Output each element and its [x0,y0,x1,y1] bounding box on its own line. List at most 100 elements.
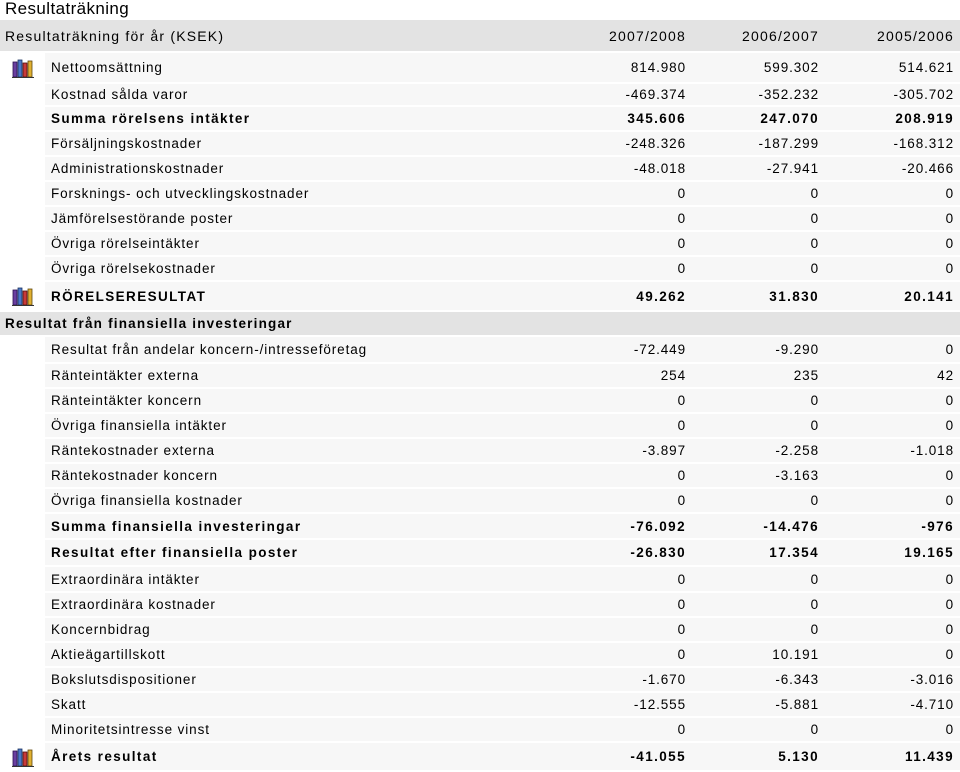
row-icon-cell[interactable] [0,52,45,83]
row-value: -168.312 [825,131,960,156]
year-column-header: 2005/2006 [825,20,960,52]
row-value: 11.439 [825,742,960,771]
year-column-header: 2007/2008 [495,20,692,52]
table-row: Resultat från andelar koncern-/intressef… [0,336,960,363]
table-body: Nettoomsättning 814.980 599.302 514.621 Kost… [0,52,960,771]
table-row: Nettoomsättning 814.980 599.302 514.621 [0,52,960,83]
row-icon-cell [0,513,45,539]
row-label: Aktieägartillskott [45,642,495,667]
table-row: Övriga rörelseintäkter 0 0 0 [0,231,960,256]
row-icon-cell [0,413,45,438]
table-row: Räntekostnader externa -3.897 -2.258 -1.018 [0,438,960,463]
row-value: 0 [495,566,692,592]
row-label: Resultat efter finansiella poster [45,539,495,566]
row-label: Koncernbidrag [45,617,495,642]
row-icon-cell [0,336,45,363]
row-value: 0 [495,256,692,281]
row-value: -976 [825,513,960,539]
row-icon-cell [0,463,45,488]
row-value: -9.290 [692,336,825,363]
row-label: RÖRELSERESULTAT [45,281,495,311]
row-value: 31.830 [692,281,825,311]
table-row: RÖRELSERESULTAT 49.262 31.830 20.141 [0,281,960,311]
section-header-row: Resultat från finansiella investeringar [0,311,960,336]
row-icon-cell [0,181,45,206]
row-value: -76.092 [495,513,692,539]
row-icon-cell [0,83,45,106]
row-label: Övriga rörelsekostnader [45,256,495,281]
row-value: 5.130 [692,742,825,771]
row-value: -305.702 [825,83,960,106]
row-value: -20.466 [825,156,960,181]
book-chart-icon[interactable] [12,748,34,767]
row-value: 0 [825,463,960,488]
table-row: Koncernbidrag 0 0 0 [0,617,960,642]
row-label: Extraordinära kostnader [45,592,495,617]
row-label: Minoritetsintresse vinst [45,717,495,742]
row-label: Försäljningskostnader [45,131,495,156]
row-value: -26.830 [495,539,692,566]
table-header-title: Resultaträkning för år (KSEK) [0,20,495,52]
row-value: 42 [825,363,960,388]
table-row: Övriga finansiella intäkter 0 0 0 [0,413,960,438]
row-label: Skatt [45,692,495,717]
table-row: Övriga finansiella kostnader 0 0 0 [0,488,960,513]
row-label: Bokslutsdispositioner [45,667,495,692]
row-value: 254 [495,363,692,388]
row-value: 0 [692,566,825,592]
row-value: 0 [825,717,960,742]
table-row: Skatt -12.555 -5.881 -4.710 [0,692,960,717]
row-icon-cell[interactable] [0,281,45,311]
row-value: 0 [825,206,960,231]
book-chart-icon[interactable] [12,287,34,306]
row-value: 0 [495,642,692,667]
row-value: 0 [495,388,692,413]
book-chart-icon[interactable] [12,59,34,78]
row-value: -5.881 [692,692,825,717]
row-label: Resultat från andelar koncern-/intressef… [45,336,495,363]
row-icon-cell [0,363,45,388]
row-value: -3.163 [692,463,825,488]
row-label: Räntekostnader koncern [45,463,495,488]
row-label: Ränteintäkter externa [45,363,495,388]
row-value: 0 [495,181,692,206]
table-row: Summa finansiella investeringar -76.092 -1… [0,513,960,539]
table-row: Jämförelsestörande poster 0 0 0 [0,206,960,231]
table-row: Resultat efter finansiella poster -26.830… [0,539,960,566]
row-value: 0 [692,256,825,281]
row-value: 0 [825,566,960,592]
row-value: -41.055 [495,742,692,771]
row-value: 20.141 [825,281,960,311]
row-value: -3.897 [495,438,692,463]
row-icon-cell [0,617,45,642]
table-row: Kostnad sålda varor -469.374 -352.232 -305.… [0,83,960,106]
row-icon-cell [0,438,45,463]
table-row: Räntekostnader koncern 0 -3.163 0 [0,463,960,488]
row-value: 0 [495,717,692,742]
row-value: -4.710 [825,692,960,717]
table-row: Försäljningskostnader -248.326 -187.299 -16… [0,131,960,156]
row-value: 0 [692,181,825,206]
row-label: Övriga finansiella intäkter [45,413,495,438]
row-value: 247.070 [692,106,825,131]
row-value: -2.258 [692,438,825,463]
section-header-label: Resultat från finansiella investeringar [0,311,960,336]
row-icon-cell [0,256,45,281]
row-label: Övriga rörelseintäkter [45,231,495,256]
row-value: 0 [495,413,692,438]
row-value: 0 [692,388,825,413]
row-label: Räntekostnader externa [45,438,495,463]
row-value: 0 [825,231,960,256]
row-value: 0 [825,592,960,617]
row-value: 0 [825,488,960,513]
row-value: 0 [825,413,960,438]
row-label: Jämförelsestörande poster [45,206,495,231]
row-label: Summa rörelsens intäkter [45,106,495,131]
row-icon-cell [0,231,45,256]
page-title: Resultaträkning [5,0,130,18]
table-row: Övriga rörelsekostnader 0 0 0 [0,256,960,281]
row-icon-cell [0,388,45,413]
row-icon-cell[interactable] [0,742,45,771]
row-icon-cell [0,539,45,566]
row-value: 0 [495,463,692,488]
